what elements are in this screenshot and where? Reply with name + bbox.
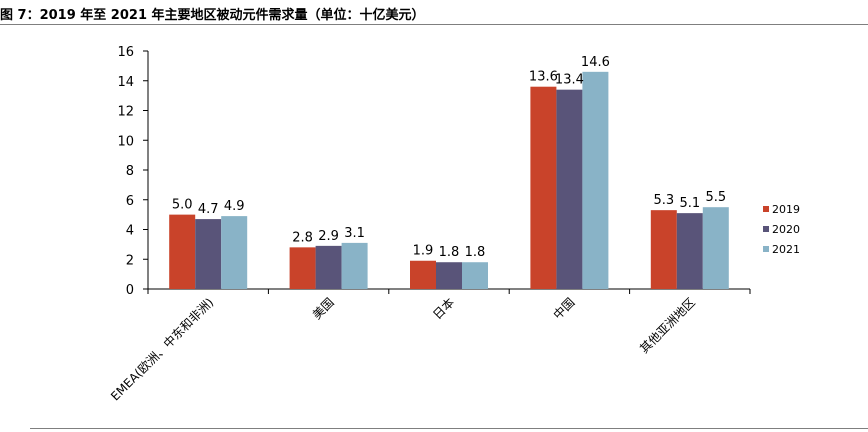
y-tick-label: 10 — [117, 134, 134, 149]
bar — [410, 260, 436, 289]
legend-swatch — [763, 206, 769, 212]
data-label: 4.7 — [198, 202, 219, 217]
chart-data-labels: 5.0 4.7 4.9 2.8 2.9 3.1 1.9 1.8 1.8 13.613.4 14.6 5… — [172, 55, 726, 260]
data-label: 5.3 — [653, 193, 674, 208]
top-divider — [0, 24, 868, 25]
bar — [530, 86, 557, 289]
bar — [289, 247, 316, 289]
data-label: 13.4 — [555, 73, 584, 88]
figure-title: 图 7：2019 年至 2021 年主要地区被动元件需求量（单位：十亿美元） — [0, 8, 425, 23]
data-label: 1.9 — [413, 244, 434, 259]
y-tick-label: 2 — [126, 253, 134, 268]
data-label: 5.1 — [679, 196, 700, 211]
x-category-label: EMEA(欧洲、中东和非洲) — [107, 295, 216, 404]
legend-label: 2019 — [772, 203, 800, 216]
bar — [221, 216, 248, 289]
y-tick-label: 8 — [126, 164, 134, 179]
chart-bars — [169, 71, 729, 289]
legend-label: 2020 — [772, 223, 800, 236]
bar — [702, 207, 729, 289]
x-category-label: 中国 — [550, 295, 578, 323]
legend-swatch — [763, 226, 769, 232]
data-label: 13.6 — [529, 70, 558, 85]
chart-category-labels: EMEA(欧洲、中东和非洲) 美国 日本 中国 其他亚洲地区 — [107, 295, 698, 404]
x-category-label: 日本 — [430, 295, 457, 322]
bottom-divider — [30, 428, 868, 429]
data-label: 2.9 — [318, 229, 339, 244]
y-tick-label: 16 — [117, 45, 134, 60]
bar — [436, 262, 462, 289]
bar — [676, 213, 703, 289]
x-category-label: 其他亚洲地区 — [637, 295, 698, 356]
y-tick-label: 14 — [117, 75, 134, 90]
y-tick-label: 4 — [126, 224, 134, 239]
bar — [341, 242, 368, 289]
chart-legend: 2019 2020 2021 — [763, 203, 800, 256]
data-label: 4.9 — [224, 199, 245, 214]
y-tick-label: 0 — [126, 283, 134, 298]
y-tick-label: 12 — [117, 105, 134, 120]
bar — [462, 262, 488, 289]
y-tick-label: 6 — [126, 194, 134, 209]
bar — [169, 214, 196, 289]
bar — [650, 210, 677, 289]
x-category-label: 美国 — [310, 295, 337, 322]
bar — [582, 71, 609, 289]
data-label: 14.6 — [581, 55, 610, 70]
data-label: 5.0 — [172, 198, 193, 213]
bar — [195, 219, 222, 289]
bar — [315, 245, 342, 289]
legend-label: 2021 — [772, 243, 800, 256]
data-label: 1.8 — [439, 245, 460, 260]
data-label: 1.8 — [465, 245, 486, 260]
chart-axes: 0 2 4 6 8 10 12 14 16 — [117, 45, 751, 298]
data-label: 2.8 — [292, 230, 313, 245]
legend-swatch — [763, 246, 769, 252]
data-label: 3.1 — [344, 226, 365, 241]
bar — [556, 89, 583, 289]
data-label: 5.5 — [705, 190, 726, 205]
